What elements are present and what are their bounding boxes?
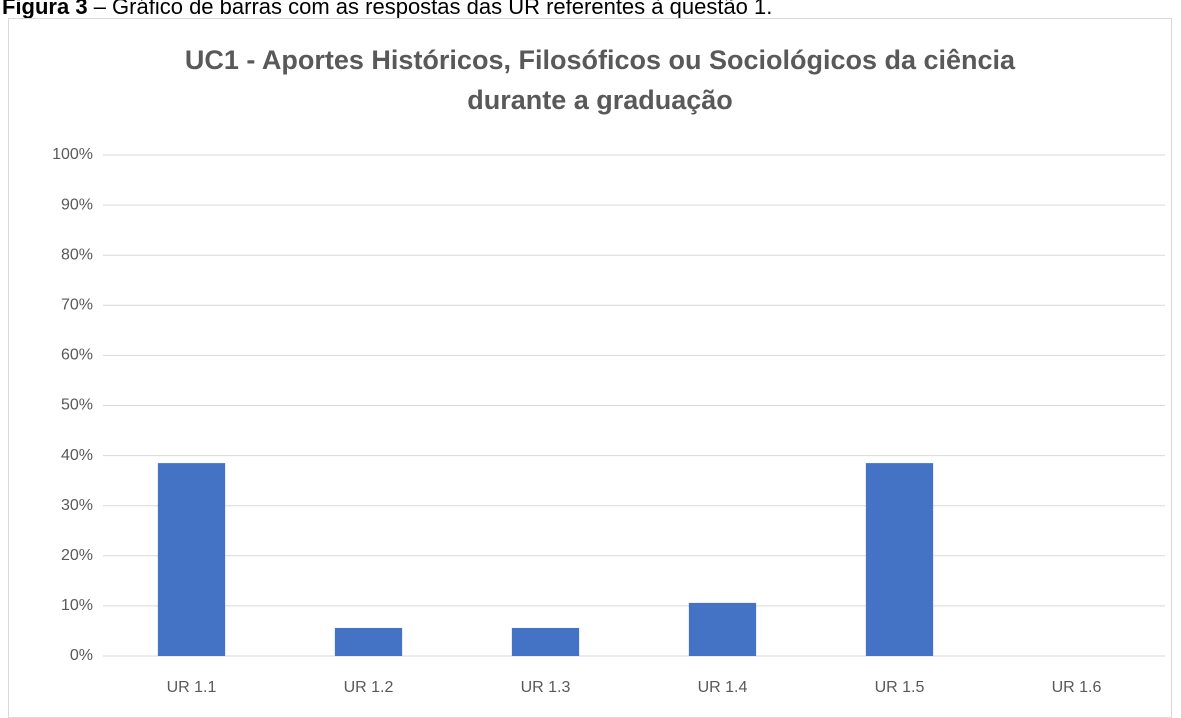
y-tick-label: 30% <box>61 497 93 514</box>
x-tick-label: UR 1.4 <box>698 679 748 696</box>
y-tick-label: 10% <box>61 597 93 614</box>
caption-label: Figura 3 <box>2 0 88 19</box>
y-tick-label: 0% <box>70 647 93 664</box>
bar <box>334 627 403 656</box>
y-tick-label: 20% <box>61 547 93 564</box>
bar <box>157 463 226 656</box>
caption-text: – Gráfico de barras com as respostas das… <box>93 0 773 19</box>
figure-caption: Figura 3 – Gráfico de barras com as resp… <box>2 0 772 20</box>
chart-title: UC1 - Aportes Históricos, Filosóficos ou… <box>184 45 1016 115</box>
y-tick-label: 70% <box>61 297 93 314</box>
x-tick-label: UR 1.1 <box>167 679 217 696</box>
y-tick-label: 100% <box>52 146 93 163</box>
bar <box>865 463 934 656</box>
y-tick-label: 90% <box>61 196 93 213</box>
y-tick-label: 60% <box>61 347 93 364</box>
x-tick-label: UR 1.5 <box>875 679 925 696</box>
x-tick-label: UR 1.6 <box>1052 679 1102 696</box>
y-tick-label: 40% <box>61 447 93 464</box>
y-tick-label: 50% <box>61 397 93 414</box>
bar <box>511 627 580 656</box>
x-tick-label: UR 1.2 <box>344 679 394 696</box>
x-tick-label: UR 1.3 <box>521 679 571 696</box>
y-tick-label: 80% <box>61 246 93 263</box>
bar <box>688 602 757 656</box>
